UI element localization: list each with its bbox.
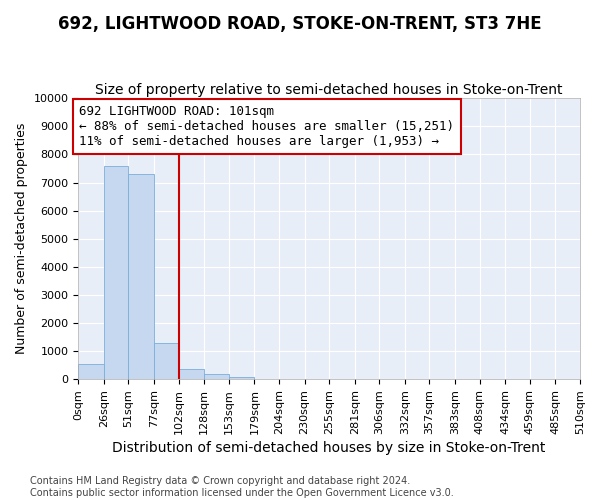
Bar (179, 370, 204, 380)
Text: Contains HM Land Registry data © Crown copyright and database right 2024.
Contai: Contains HM Land Registry data © Crown c… (30, 476, 454, 498)
Text: 692, LIGHTWOOD ROAD, STOKE-ON-TRENT, ST3 7HE: 692, LIGHTWOOD ROAD, STOKE-ON-TRENT, ST3… (58, 15, 542, 33)
Y-axis label: Number of semi-detached properties: Number of semi-detached properties (15, 123, 28, 354)
Bar (204, 374, 229, 380)
Title: Size of property relative to semi-detached houses in Stoke-on-Trent: Size of property relative to semi-detach… (95, 83, 563, 97)
Bar (78, 364, 104, 380)
Bar (104, 166, 128, 380)
Bar (128, 174, 154, 380)
Bar (154, 343, 179, 380)
X-axis label: Distribution of semi-detached houses by size in Stoke-on-Trent: Distribution of semi-detached houses by … (112, 441, 546, 455)
Text: 692 LIGHTWOOD ROAD: 101sqm
← 88% of semi-detached houses are smaller (15,251)
11: 692 LIGHTWOOD ROAD: 101sqm ← 88% of semi… (79, 105, 454, 148)
Bar (229, 376, 254, 380)
